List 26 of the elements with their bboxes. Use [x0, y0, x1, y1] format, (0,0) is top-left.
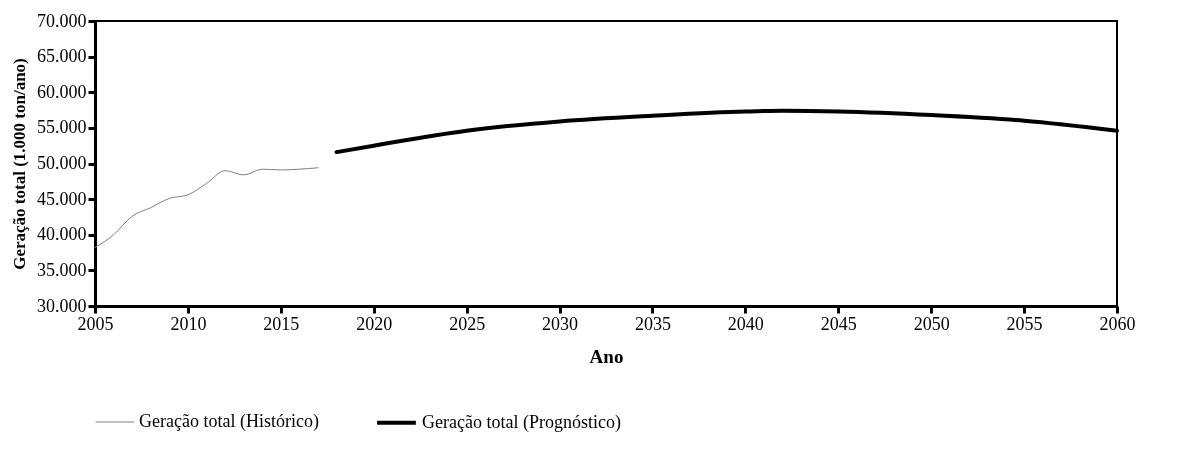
line-series [94, 167, 319, 249]
x-tick-label: 2005 [77, 313, 114, 334]
y-tick-label: 35.000 [37, 259, 87, 280]
x-tick-label: 2020 [356, 313, 393, 334]
x-tick-label: 2045 [820, 313, 857, 334]
x-tick-label: 2050 [913, 313, 950, 334]
y-tick-label: 30.000 [37, 295, 87, 316]
x-tick-label: 2025 [449, 313, 486, 334]
x-tick-label: 2035 [634, 313, 671, 334]
y-tick-label: 45.000 [37, 188, 87, 209]
legend-label: Geração total (Histórico) [139, 411, 319, 432]
x-tick-label: 2055 [1006, 313, 1043, 334]
x-tick-label: 2015 [263, 313, 300, 334]
y-tick-label: 55.000 [37, 117, 87, 138]
y-axis-title: Geração total (1.000 ton/ano) [10, 58, 29, 270]
y-tick-label: 50.000 [37, 153, 87, 173]
y-tick-label: 40.000 [37, 224, 87, 245]
x-tick-label: 2030 [542, 313, 579, 334]
x-tick-label: 2060 [1099, 313, 1136, 334]
x-axis-title: Ano [589, 345, 624, 367]
y-tick-label: 60.000 [37, 81, 87, 102]
y-tick-label: 70.000 [37, 10, 87, 31]
x-tick-label: 2040 [727, 313, 764, 334]
x-tick-label: 2010 [170, 313, 207, 334]
legend-label: Geração total (Prognóstico) [422, 411, 621, 433]
y-tick-label: 65.000 [37, 46, 87, 67]
